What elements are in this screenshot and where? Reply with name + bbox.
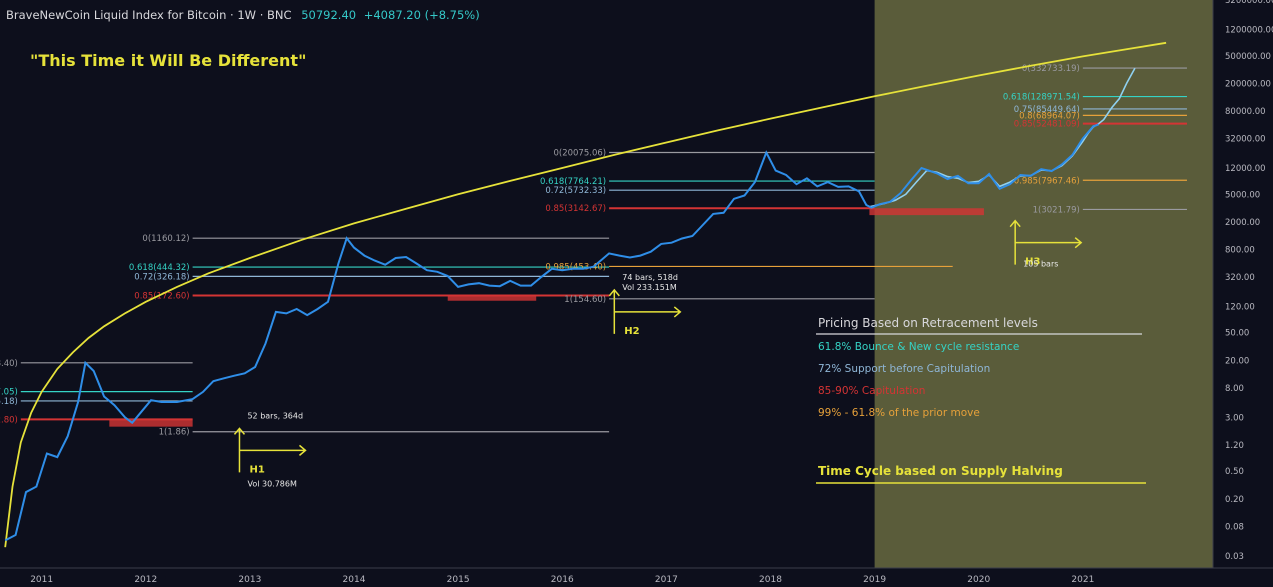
capitulation-zone bbox=[109, 419, 193, 427]
fib-level-label: 0(332733.19) bbox=[1022, 64, 1080, 74]
y-tick-label: 1200000.00 bbox=[1225, 25, 1273, 35]
halving-label: H1 bbox=[249, 464, 264, 475]
fib-level-label: 0(20075.06) bbox=[553, 148, 606, 158]
fib-level-label: 0.72(5.18) bbox=[0, 397, 18, 407]
y-tick-label: 1.20 bbox=[1225, 441, 1244, 451]
fib-level-label: 0.75(85449.64) bbox=[1014, 105, 1080, 115]
halving-label: H2 bbox=[624, 326, 639, 337]
y-tick-label: 0.03 bbox=[1225, 552, 1244, 562]
y-tick-label: 0.20 bbox=[1225, 495, 1244, 505]
fib-level-label: 1(154.60) bbox=[564, 295, 606, 305]
x-tick-label: 2013 bbox=[238, 575, 261, 585]
x-tick-label: 2020 bbox=[967, 575, 990, 585]
fib-level-label: 0.618(444.32) bbox=[129, 263, 190, 273]
fib-level-label: 1(3021.79) bbox=[1033, 205, 1080, 215]
halving-arrow bbox=[608, 288, 682, 334]
chart-quote: "This Time it Will Be Different" bbox=[30, 51, 307, 70]
fib-level-label: 0.85(52481.09) bbox=[1014, 120, 1080, 130]
parabolic-curve bbox=[4, 41, 1167, 548]
x-tick-label: 2021 bbox=[1071, 575, 1094, 585]
halving-volume: Vol 30.786M bbox=[247, 479, 297, 488]
halving-label: H3 bbox=[1025, 257, 1040, 268]
x-tick-label: 2012 bbox=[134, 575, 157, 585]
chart-change: +4087.20 (+8.75%) bbox=[363, 8, 480, 22]
legend-item: 72% Support before Capitulation bbox=[818, 363, 990, 375]
halving-arrow bbox=[233, 427, 307, 473]
halving-bars: 105 bars bbox=[1023, 260, 1058, 269]
x-tick-label: 2016 bbox=[551, 575, 574, 585]
fib-level-label: 0.985(453.40) bbox=[545, 262, 606, 272]
x-tick-label: 2018 bbox=[759, 575, 782, 585]
chart-price: 50792.40 bbox=[301, 8, 357, 22]
y-tick-label: 3.00 bbox=[1225, 413, 1244, 423]
chart-header: BraveNewCoin Liquid Index for Bitcoin · … bbox=[6, 8, 480, 22]
y-tick-label: 8.00 bbox=[1225, 384, 1244, 394]
fib-level-label: 0.85(3142.67) bbox=[545, 204, 606, 214]
x-tick-label: 2014 bbox=[343, 575, 366, 585]
legend-item: 61.8% Bounce & New cycle resistance bbox=[818, 341, 1019, 353]
y-tick-label: 320.00 bbox=[1225, 273, 1255, 283]
legend-item: 99% - 61.8% of the prior move bbox=[818, 407, 980, 419]
fib-level-label: 0.985(7967.46) bbox=[1014, 176, 1080, 186]
x-tick-label: 2019 bbox=[863, 575, 886, 585]
x-tick-label: 2017 bbox=[655, 575, 678, 585]
fib-level-label: 0.618(128971.54) bbox=[1003, 93, 1080, 103]
fib-level-label: 0.618(7764.21) bbox=[540, 177, 606, 187]
y-tick-label: 50.00 bbox=[1225, 329, 1249, 339]
legend-title: Pricing Based on Retracement levels bbox=[818, 316, 1038, 330]
y-tick-label: 20.00 bbox=[1225, 356, 1249, 366]
halving-bars: 52 bars, 364d bbox=[247, 411, 303, 420]
y-tick-label: 2000.00 bbox=[1225, 218, 1260, 228]
y-tick-label: 0.08 bbox=[1225, 522, 1244, 532]
y-tick-label: 500000.00 bbox=[1225, 52, 1271, 62]
y-tick-label: 32000.00 bbox=[1225, 134, 1266, 144]
fib-level-label: 0.85(2.80) bbox=[0, 415, 18, 425]
y-tick-label: 3200000.00 bbox=[1225, 0, 1273, 6]
y-tick-label: 120.00 bbox=[1225, 302, 1255, 312]
y-tick-label: 5000.00 bbox=[1225, 190, 1260, 200]
fib-level-label: 1(1.86) bbox=[159, 428, 190, 438]
y-tick-label: 800.00 bbox=[1225, 245, 1255, 255]
halving-arrow bbox=[1009, 219, 1083, 265]
y-tick-label: 80000.00 bbox=[1225, 107, 1266, 117]
y-tick-label: 0.50 bbox=[1225, 467, 1244, 477]
fib-level-label: 0.72(5732.33) bbox=[545, 186, 606, 196]
x-tick-label: 2011 bbox=[30, 575, 53, 585]
capitulation-zone bbox=[869, 208, 984, 216]
fib-level-label: 0.72(326.18) bbox=[134, 272, 189, 282]
cycle-shade-region bbox=[874, 0, 1213, 568]
cycle-label: Time Cycle based on Supply Halving bbox=[818, 464, 1063, 478]
y-tick-label: 12000.00 bbox=[1225, 164, 1266, 174]
price-line bbox=[4, 123, 1099, 542]
halving-bars: 74 bars, 518d bbox=[622, 273, 678, 282]
fib-level-label: 0.618(7.05) bbox=[0, 388, 18, 398]
fib-level-label: 0(18.40) bbox=[0, 359, 18, 369]
fib-level-label: 0(1160.12) bbox=[142, 234, 189, 244]
y-tick-label: 200000.00 bbox=[1225, 79, 1271, 89]
x-tick-label: 2015 bbox=[447, 575, 470, 585]
fib-level-label: 0.8(68964.07) bbox=[1019, 111, 1080, 121]
legend-item: 85-90% Capitulation bbox=[818, 385, 925, 397]
chart-title: BraveNewCoin Liquid Index for Bitcoin · … bbox=[6, 8, 292, 22]
fib-level-label: 0.85(172.60) bbox=[134, 291, 189, 301]
halving-volume: Vol 233.151M bbox=[622, 283, 677, 292]
capitulation-zone bbox=[447, 295, 537, 301]
